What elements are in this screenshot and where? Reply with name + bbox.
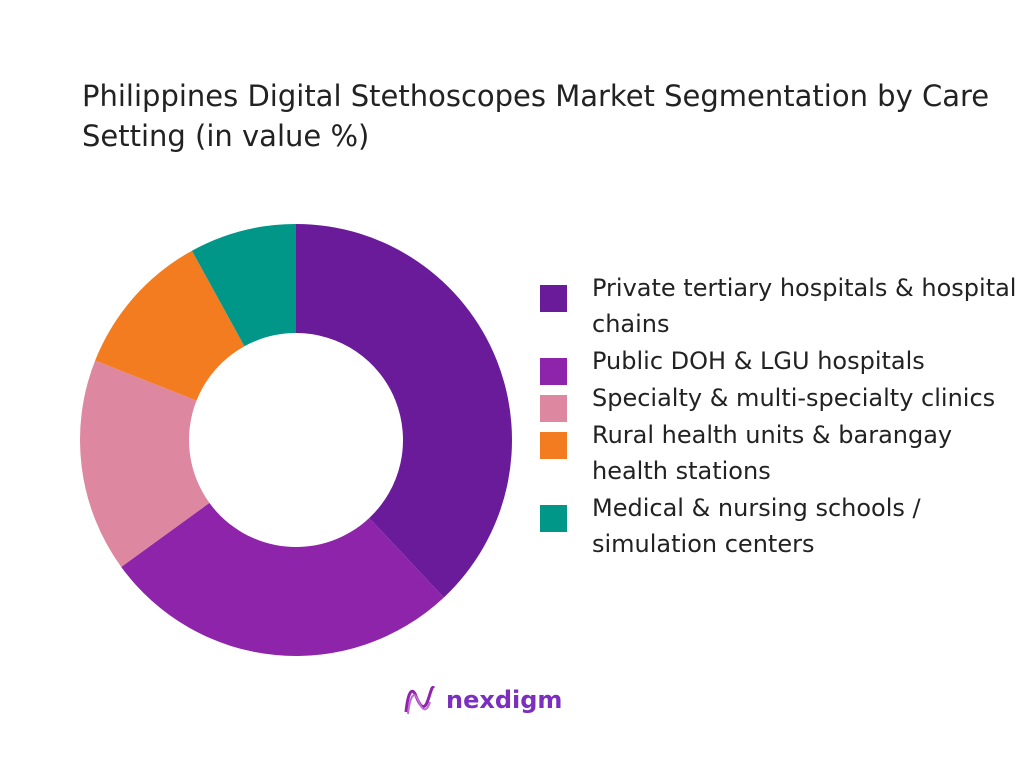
legend-swatch [540,395,567,422]
legend-swatch [540,285,567,312]
chart-title: Philippines Digital Stethoscopes Market … [82,79,990,153]
donut-slice [95,250,245,401]
legend-label: Specialty & multi-specialty clinics [592,384,996,412]
legend-item: Private tertiary hospitals & hospital ch… [540,270,1020,342]
donut-slice [80,360,210,567]
logo-text: nexdigm [446,686,563,714]
legend-label: Medical & nursing schools / simulation c… [592,494,921,558]
legend-label: Rural health units & barangay health sta… [592,421,953,485]
legend-item: Specialty & multi-specialty clinics [540,380,1020,422]
logo-icon [404,685,436,715]
legend: Private tertiary hospitals & hospital ch… [540,270,1020,563]
donut-slice [296,224,513,598]
legend-swatch [540,432,567,459]
donut-slice [121,502,444,656]
legend-swatch [540,358,567,385]
legend-item: Medical & nursing schools / simulation c… [540,490,1020,562]
legend-item: Rural health units & barangay health sta… [540,417,1020,489]
legend-item: Public DOH & LGU hospitals [540,343,1020,385]
nexdigm-logo: nexdigm [402,682,562,718]
legend-label: Private tertiary hospitals & hospital ch… [592,274,1017,338]
legend-label: Public DOH & LGU hospitals [592,347,925,375]
legend-swatch [540,505,567,532]
donut-slice [191,224,296,347]
